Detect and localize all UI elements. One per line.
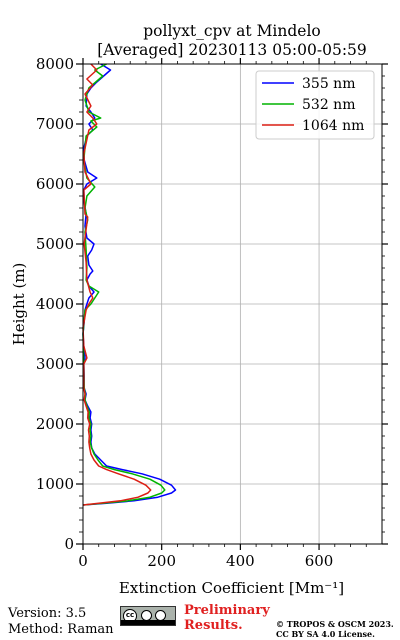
y-axis-label: Height (m) bbox=[10, 263, 28, 346]
x-tick-label: 600 bbox=[305, 552, 334, 570]
series-line-1064-nm bbox=[82, 63, 152, 506]
preliminary-label-line2: Results. bbox=[184, 618, 243, 633]
x-tick-label: 400 bbox=[226, 552, 255, 570]
y-tick-label: 3000 bbox=[36, 355, 74, 373]
copyright-line1: © TROPOS & OSCM 2023. bbox=[276, 619, 394, 629]
series-line-532-nm bbox=[82, 63, 166, 506]
x-axis-label: Extinction Coefficient [Mm⁻¹] bbox=[119, 579, 344, 597]
preliminary-label-line1: Preliminary bbox=[184, 603, 270, 618]
method-label: Method: Raman bbox=[8, 622, 114, 637]
y-tick-label: 1000 bbox=[36, 475, 74, 493]
legend-label: 355 nm bbox=[302, 76, 355, 92]
y-tick-label: 2000 bbox=[36, 415, 74, 433]
chart-title-line1: pollyxt_cpv at Mindelo bbox=[143, 22, 321, 40]
copyright-line2: CC BY SA 4.0 License. bbox=[276, 629, 375, 639]
legend-label: 1064 nm bbox=[302, 118, 364, 134]
version-label: Version: 3.5 bbox=[8, 606, 87, 621]
legend-box bbox=[255, 70, 375, 140]
y-tick-label: 5000 bbox=[36, 235, 74, 253]
y-tick-label: 0 bbox=[64, 535, 74, 553]
cc-license-icon: cc bbox=[120, 606, 176, 626]
y-tick-label: 8000 bbox=[36, 55, 74, 73]
y-tick-label: 7000 bbox=[36, 115, 74, 133]
y-tick-label: 6000 bbox=[36, 175, 74, 193]
y-tick-label: 4000 bbox=[36, 295, 74, 313]
cc-badge-strip bbox=[121, 620, 175, 625]
x-tick-label: 200 bbox=[147, 552, 176, 570]
x-tick-label: 0 bbox=[78, 552, 88, 570]
legend-label: 532 nm bbox=[302, 97, 355, 113]
chart-title-line2: [Averaged] 20230113 05:00-05:59 bbox=[97, 41, 367, 59]
